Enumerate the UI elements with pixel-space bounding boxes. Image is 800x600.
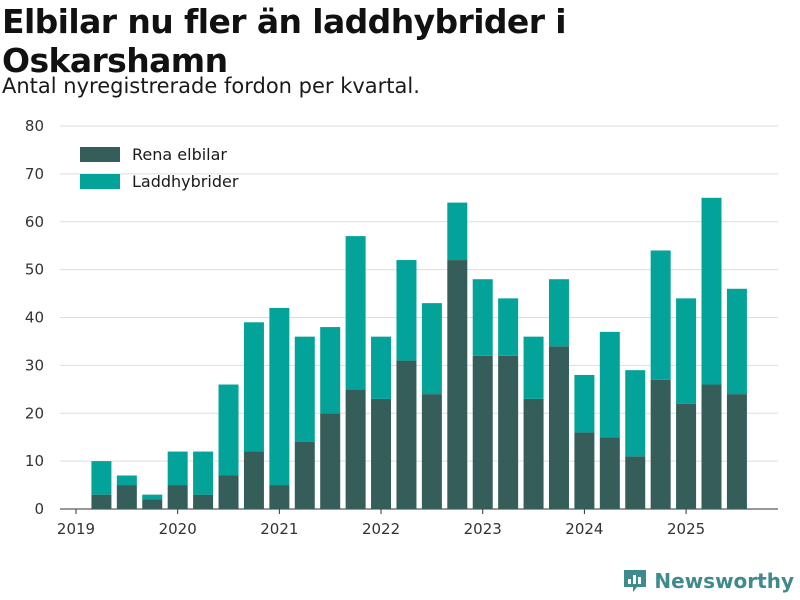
x-tick-label: 2021 <box>260 520 298 538</box>
bar-laddhybrider-2025-q1 <box>676 298 697 404</box>
bar-laddhybrider-2025-q3 <box>726 288 747 395</box>
legend: Rena elbilar Laddhybrider <box>80 145 239 191</box>
legend-swatch <box>80 147 120 162</box>
legend-label: Rena elbilar <box>132 145 227 164</box>
newsworthy-logo: Newsworthy <box>622 568 794 594</box>
bar-rena-elbilar-2024-q2 <box>599 437 620 509</box>
bar-rena-elbilar-2023-q1 <box>472 355 493 509</box>
bar-laddhybrider-2022-q4 <box>447 202 468 261</box>
bar-rena-elbilar-2020-q2 <box>193 494 214 509</box>
bar-laddhybrider-2019-q4 <box>142 494 163 500</box>
bar-laddhybrider-2020-q3 <box>218 384 239 476</box>
bar-laddhybrider-2023-q1 <box>472 279 493 356</box>
bar-rena-elbilar-2021-q2 <box>294 441 315 509</box>
bar-laddhybrider-2022-q3 <box>421 303 442 395</box>
y-tick-label: 60 <box>25 213 44 231</box>
bar-laddhybrider-2024-q1 <box>574 374 595 433</box>
y-tick-label: 50 <box>25 261 44 279</box>
chart-subtitle: Antal nyregistrerade fordon per kvartal. <box>2 74 420 98</box>
bar-rena-elbilar-2019-q3 <box>116 485 137 509</box>
bar-rena-elbilar-2024-q4 <box>650 379 671 509</box>
y-tick-label: 40 <box>25 309 44 327</box>
bar-laddhybrider-2019-q2 <box>91 461 112 495</box>
bar-laddhybrider-2022-q2 <box>396 260 417 361</box>
chart-title: Elbilar nu fler än laddhybrider i Oskars… <box>2 2 567 80</box>
x-tick-label: 2025 <box>667 520 705 538</box>
bar-laddhybrider-2025-q2 <box>701 197 722 385</box>
bar-laddhybrider-2021-q2 <box>294 336 315 442</box>
bar-rena-elbilar-2020-q3 <box>218 475 239 509</box>
bar-laddhybrider-2023-q4 <box>548 279 569 347</box>
bar-rena-elbilar-2025-q1 <box>676 403 697 509</box>
legend-label: Laddhybrider <box>132 172 239 191</box>
bar-laddhybrider-2024-q3 <box>625 370 646 457</box>
bar-rena-elbilar-2022-q1 <box>371 398 392 509</box>
bar-rena-elbilar-2023-q2 <box>498 355 519 509</box>
bar-rena-elbilar-2022-q4 <box>447 260 468 509</box>
bar-rena-elbilar-2023-q4 <box>548 346 569 509</box>
bar-rena-elbilar-2022-q2 <box>396 360 417 509</box>
y-tick-label: 70 <box>25 165 44 183</box>
bar-laddhybrider-2023-q2 <box>498 298 519 356</box>
legend-swatch <box>80 174 120 189</box>
bar-rena-elbilar-2019-q4 <box>142 499 163 509</box>
bar-laddhybrider-2024-q4 <box>650 250 671 380</box>
bar-rena-elbilar-2025-q3 <box>726 394 747 509</box>
bar-rena-elbilar-2020-q1 <box>167 485 188 509</box>
bar-rena-elbilar-2025-q2 <box>701 384 722 509</box>
newsworthy-bars-icon <box>624 570 647 592</box>
bar-rena-elbilar-2021-q4 <box>345 389 366 509</box>
bar-laddhybrider-2020-q1 <box>167 451 188 486</box>
bar-laddhybrider-2023-q3 <box>523 336 544 399</box>
bar-laddhybrider-2021-q3 <box>320 327 341 414</box>
x-tick-label: 2020 <box>159 520 197 538</box>
bar-laddhybrider-2020-q4 <box>243 322 264 452</box>
x-tick-label: 2022 <box>362 520 400 538</box>
bar-laddhybrider-2024-q2 <box>599 331 620 438</box>
bar-laddhybrider-2020-q2 <box>193 451 214 495</box>
y-tick-label: 0 <box>34 500 44 518</box>
bar-rena-elbilar-2021-q1 <box>269 485 290 509</box>
bar-rena-elbilar-2024-q3 <box>625 456 646 509</box>
bar-rena-elbilar-2021-q3 <box>320 413 341 509</box>
bar-rena-elbilar-2020-q4 <box>243 451 264 509</box>
y-tick-label: 10 <box>25 452 44 470</box>
brand-name: Newsworthy <box>654 569 794 593</box>
x-tick-label: 2023 <box>464 520 502 538</box>
x-tick-label: 2019 <box>57 520 95 538</box>
bar-rena-elbilar-2019-q2 <box>91 494 112 509</box>
y-tick-label: 30 <box>25 356 44 374</box>
bar-laddhybrider-2022-q1 <box>371 336 392 399</box>
y-tick-label: 80 <box>25 117 44 135</box>
bar-rena-elbilar-2024-q1 <box>574 432 595 509</box>
y-tick-label: 20 <box>25 404 44 422</box>
bar-rena-elbilar-2022-q3 <box>421 394 442 509</box>
x-tick-label: 2024 <box>565 520 603 538</box>
bar-laddhybrider-2021-q4 <box>345 236 366 390</box>
bar-laddhybrider-2019-q3 <box>116 475 137 486</box>
bar-rena-elbilar-2023-q3 <box>523 398 544 509</box>
bar-laddhybrider-2021-q1 <box>269 307 290 486</box>
